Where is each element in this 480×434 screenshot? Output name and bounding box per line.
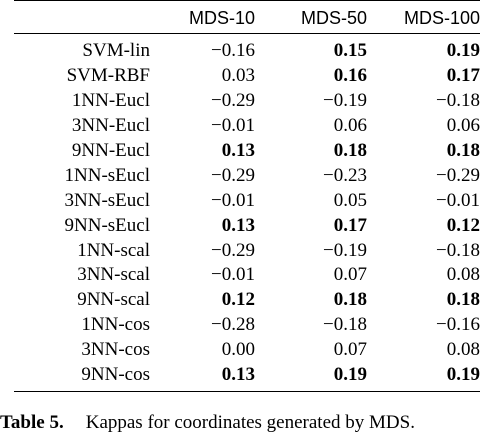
table-cell: −0.16 bbox=[436, 314, 480, 336]
column-header-mds-10: MDS-10 bbox=[150, 0, 255, 34]
table-cell: 0.13 bbox=[221, 214, 255, 236]
table-cell: 0.17 bbox=[333, 214, 367, 236]
row-label: 1NN-sEucl bbox=[64, 164, 150, 186]
row-label: SVM-lin bbox=[82, 40, 150, 62]
table-cell: 0.12 bbox=[221, 289, 255, 311]
table-row: 3NN-cos 0.00 0.07 0.08 bbox=[14, 338, 480, 363]
table-row: 9NN-scal 0.12 0.18 0.18 bbox=[14, 288, 480, 313]
table-cell: −0.28 bbox=[211, 314, 255, 336]
table-cell: 0.19 bbox=[446, 40, 480, 62]
table-cell: 0.07 bbox=[333, 339, 367, 361]
table-cell: 0.00 bbox=[221, 339, 255, 361]
table-cell: −0.16 bbox=[211, 40, 255, 62]
row-label: 1NN-cos bbox=[81, 314, 150, 336]
column-header-mds-100: MDS-100 bbox=[367, 0, 480, 34]
table-cell: 0.08 bbox=[446, 339, 480, 361]
row-label: 3NN-cos bbox=[81, 339, 150, 361]
table-cell: −0.01 bbox=[211, 115, 255, 137]
table-cell: 0.19 bbox=[367, 362, 480, 393]
table-row: 9NN-sEucl 0.13 0.17 0.12 bbox=[14, 213, 480, 238]
table-cell: −0.29 bbox=[211, 90, 255, 112]
table-cell: −0.19 bbox=[323, 90, 367, 112]
table-cell: −0.23 bbox=[323, 164, 367, 186]
row-label: 3NN-scal bbox=[77, 264, 150, 286]
table-caption: Table 5. Kappas for coordinates generated… bbox=[0, 412, 480, 434]
row-label: 9NN-Eucl bbox=[71, 140, 150, 161]
table-row: 9NN-Eucl 0.13 0.18 0.18 bbox=[14, 139, 480, 164]
table-cell: 0.06 bbox=[446, 115, 480, 137]
row-label: 1NN-scal bbox=[77, 239, 150, 261]
table-cell: 0.18 bbox=[333, 289, 367, 311]
kappa-results-table: MDS-10 MDS-50 MDS-100 SVM-lin −0.16 0.15 0.… bbox=[14, 0, 480, 393]
column-header-mds-50: MDS-50 bbox=[255, 0, 367, 34]
table-cell: −0.29 bbox=[436, 164, 480, 186]
table-cell: 0.05 bbox=[333, 189, 367, 211]
table-cell: 0.18 bbox=[446, 289, 480, 311]
table-cell: −0.01 bbox=[436, 189, 480, 211]
table-row: 3NN-scal −0.01 0.07 0.08 bbox=[14, 263, 480, 288]
table-cell: −0.01 bbox=[211, 264, 255, 286]
table-row: SVM-RBF 0.03 0.16 0.17 bbox=[14, 64, 480, 89]
table-cell: 0.13 bbox=[150, 362, 255, 393]
results-table-container: MDS-10 MDS-50 MDS-100 SVM-lin −0.16 0.15 0.… bbox=[14, 0, 480, 393]
table-cell: 0.17 bbox=[446, 65, 480, 87]
table-row: 1NN-scal −0.29 −0.19 −0.18 bbox=[14, 238, 480, 263]
row-label: 9NN-scal bbox=[77, 289, 150, 311]
table-cell: 0.19 bbox=[255, 362, 367, 393]
table-body: SVM-lin −0.16 0.15 0.19 SVM-RBF 0.03 0.16 0.17 1… bbox=[14, 34, 480, 393]
row-label: 3NN-Eucl bbox=[71, 115, 150, 137]
row-label: 1NN-Eucl bbox=[71, 90, 150, 112]
table-row: 3NN-sEucl −0.01 0.05 −0.01 bbox=[14, 188, 480, 213]
table-row: 1NN-Eucl −0.29 −0.19 −0.18 bbox=[14, 89, 480, 114]
row-label: 3NN-sEucl bbox=[64, 189, 150, 211]
row-label: 9NN-cos bbox=[14, 362, 150, 393]
table-row: SVM-lin −0.16 0.15 0.19 bbox=[14, 34, 480, 64]
row-label: SVM-RBF bbox=[66, 65, 150, 87]
table-cell: 0.13 bbox=[221, 140, 255, 161]
table-cell: 0.15 bbox=[333, 40, 367, 62]
table-row: 1NN-cos −0.28 −0.18 −0.16 bbox=[14, 313, 480, 338]
caption-label: Table 5. bbox=[0, 412, 64, 433]
table-cell: 0.12 bbox=[446, 214, 480, 236]
table-cell: −0.01 bbox=[211, 189, 255, 211]
table-cell: −0.18 bbox=[436, 239, 480, 261]
table-cell: 0.18 bbox=[333, 140, 367, 161]
table-row: 3NN-Eucl −0.01 0.06 0.06 bbox=[14, 114, 480, 139]
caption-text: Kappas for coordinates generated by MDS. bbox=[85, 412, 415, 433]
column-header-classifier bbox=[14, 0, 150, 34]
table-cell: 0.03 bbox=[221, 65, 255, 87]
table-cell: −0.29 bbox=[211, 164, 255, 186]
table-row: 1NN-sEucl −0.29 −0.23 −0.29 bbox=[14, 163, 480, 188]
row-label: 9NN-sEucl bbox=[64, 214, 150, 236]
table-cell: −0.18 bbox=[436, 90, 480, 112]
table-cell: 0.07 bbox=[333, 264, 367, 286]
table-cell: 0.06 bbox=[333, 115, 367, 137]
table-cell: −0.19 bbox=[323, 239, 367, 261]
table-cell: 0.16 bbox=[333, 65, 367, 87]
table-cell: −0.29 bbox=[211, 239, 255, 261]
table-cell: 0.18 bbox=[446, 140, 480, 161]
table-header-row: MDS-10 MDS-50 MDS-100 bbox=[14, 0, 480, 34]
table-cell: 0.08 bbox=[446, 264, 480, 286]
table-row: 9NN-cos 0.13 0.19 0.19 bbox=[14, 362, 480, 393]
table-cell: −0.18 bbox=[323, 314, 367, 336]
